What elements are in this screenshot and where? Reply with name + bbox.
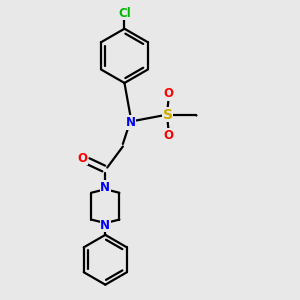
Text: Cl: Cl [118,7,131,20]
Text: S: S [163,108,172,122]
Text: O: O [164,129,173,142]
Text: O: O [77,152,87,165]
Text: O: O [164,87,173,100]
Text: N: N [126,116,136,129]
Text: N: N [100,219,110,232]
Text: N: N [100,181,110,194]
